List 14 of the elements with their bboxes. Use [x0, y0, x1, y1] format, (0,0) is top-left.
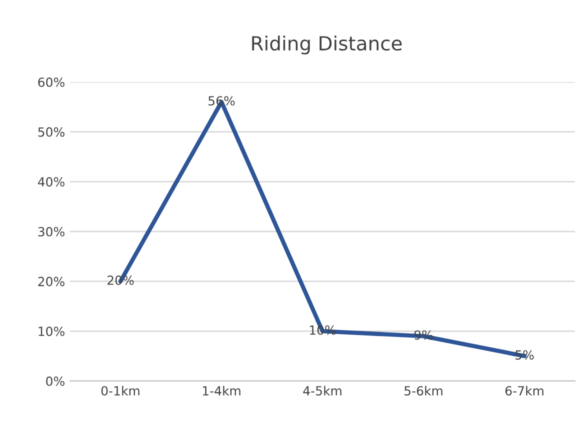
- y-tick-label: 60%: [38, 77, 64, 87]
- x-tick-label: 4-5km: [303, 386, 342, 396]
- x-tick-label: 0-1km: [101, 386, 140, 396]
- y-tick-label: 30%: [38, 226, 64, 236]
- text: 56%: [208, 96, 235, 106]
- y-tick-label: 10%: [38, 326, 64, 336]
- chart-title: Riding Distance: [252, 36, 402, 54]
- x-tick-label: 6-7km: [505, 386, 544, 396]
- y-tick-label: 40%: [38, 177, 64, 187]
- y-tick-label: 50%: [38, 127, 64, 137]
- x-tick-label: 5-6km: [404, 386, 442, 396]
- x-tick-label: 1-4km: [202, 386, 240, 396]
- y-tick-label: 0%: [46, 376, 64, 386]
- y-tick-label: 20%: [38, 276, 64, 286]
